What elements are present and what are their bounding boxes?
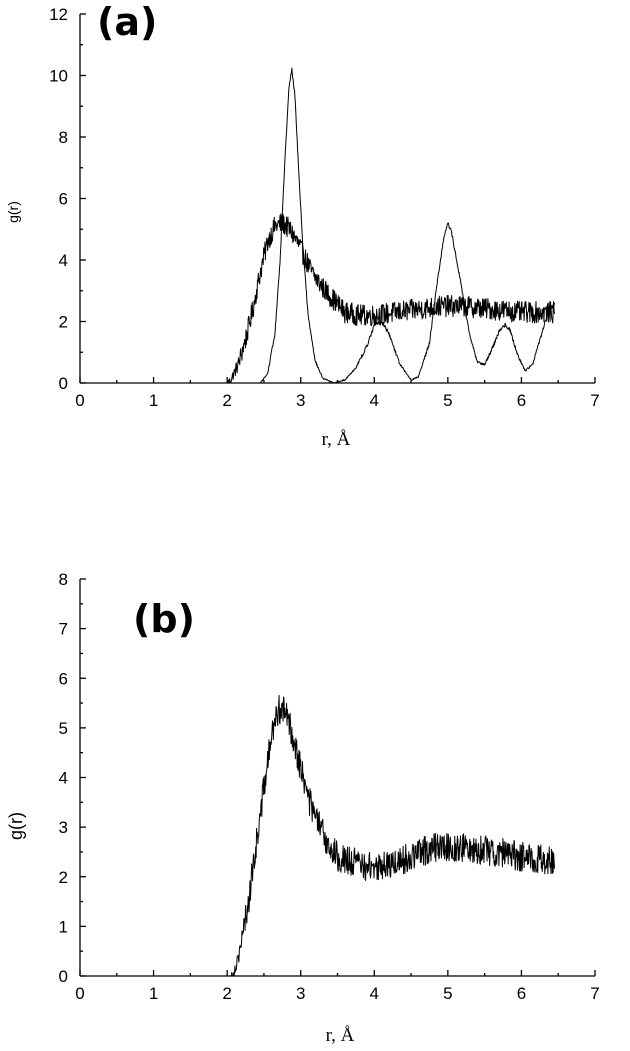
x-tick-label: 4	[370, 391, 379, 410]
plot-a	[79, 67, 556, 384]
x-tick-label: 2	[222, 984, 231, 1003]
x-tick-label: 1	[149, 391, 158, 410]
y-axis-label-b: g(r)	[6, 812, 26, 840]
y-tick-label: 0	[59, 967, 68, 986]
x-tick-label: 3	[296, 391, 305, 410]
x-tick-label: 3	[296, 984, 305, 1003]
y-tick-label: 2	[59, 313, 68, 332]
x-tick-label: 1	[149, 984, 158, 1003]
y-tick-label: 8	[59, 570, 68, 589]
x-axis-label-b: r, Å	[326, 1025, 355, 1046]
ticks-b: 0 1 2 3 4 5 6 7 0 1 2 3 4 5 6 7 8	[59, 570, 600, 1003]
y-axis-label-a: g(r)	[5, 201, 21, 223]
y-tick-label: 7	[59, 620, 68, 639]
y-tick-label: 6	[59, 669, 68, 688]
series-line-b-1	[79, 694, 556, 977]
y-tick-label: 2	[59, 868, 68, 887]
x-tick-label: 6	[517, 984, 526, 1003]
x-tick-label: 6	[517, 391, 526, 410]
x-tick-label: 7	[590, 984, 599, 1003]
plot-b	[79, 694, 556, 977]
y-tick-label: 8	[59, 128, 68, 147]
y-tick-label: 1	[59, 917, 68, 936]
axes-a	[79, 14, 595, 384]
y-tick-label: 10	[49, 67, 68, 86]
y-tick-label: 6	[59, 190, 68, 209]
y-tick-label: 4	[59, 769, 68, 788]
panel-label-b: (b)	[133, 597, 195, 641]
series-line-a-1	[79, 213, 556, 384]
x-tick-label: 5	[443, 391, 452, 410]
x-tick-label: 2	[222, 391, 231, 410]
y-tick-label: 4	[59, 251, 68, 270]
y-tick-label: 5	[59, 719, 68, 738]
x-tick-label: 0	[75, 391, 84, 410]
x-axis-label-a: r, Å	[322, 429, 351, 450]
x-tick-label: 0	[75, 984, 84, 1003]
x-tick-label: 7	[590, 391, 599, 410]
x-tick-label: 5	[443, 984, 452, 1003]
series-line-a-2	[79, 67, 556, 384]
y-tick-label: 0	[59, 374, 68, 393]
x-tick-label: 4	[370, 984, 379, 1003]
panel-b: (b) g(r) r, Å 0 1 2 3 4 5 6 7 0 1 2 3 4 5 6 7 8	[6, 570, 600, 1046]
y-tick-label: 12	[49, 5, 68, 24]
y-tick-label: 3	[59, 818, 68, 837]
panel-label-a: (a)	[97, 0, 157, 44]
